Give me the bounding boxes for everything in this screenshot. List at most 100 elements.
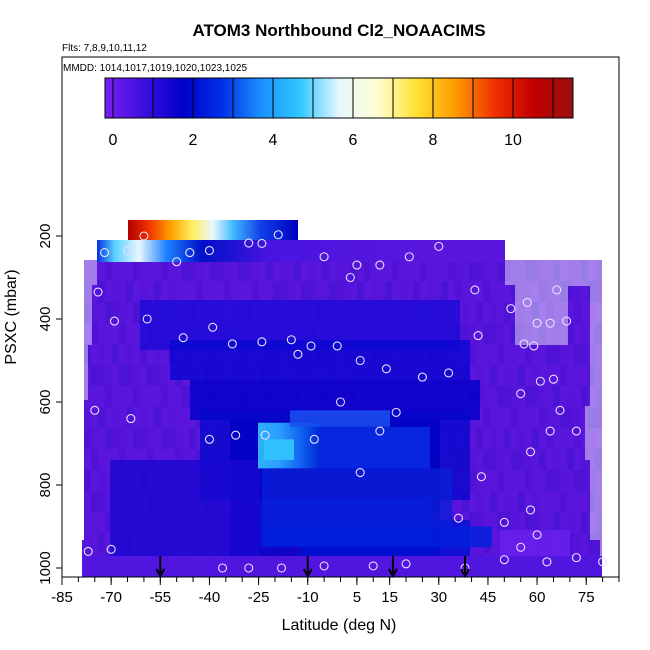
heatmap-cell (539, 470, 546, 491)
heatmap-cell (539, 428, 546, 449)
heatmap-cell (539, 260, 546, 281)
heatmap-cell (378, 281, 385, 302)
heatmap-cell (455, 281, 462, 302)
heatmap-cell (574, 281, 581, 302)
heatmap-cell (532, 323, 539, 344)
heatmap-cell (175, 260, 182, 281)
heatmap-cell (518, 428, 525, 449)
heatmap-cell (462, 323, 469, 344)
heatmap-cell (553, 281, 560, 302)
heatmap-cell (462, 260, 469, 281)
measurement-point (375, 260, 385, 270)
heatmap-cell (504, 407, 511, 428)
heatmap-cell (420, 281, 427, 302)
heatmap-cell (413, 260, 420, 281)
measurement-point (142, 314, 152, 324)
heatmap-cell (539, 344, 546, 365)
heatmap-cell (525, 407, 532, 428)
heatmap-cell (546, 512, 553, 533)
heatmap-cell (567, 407, 574, 428)
heatmap-cell (560, 512, 567, 533)
heatmap-cell (126, 428, 133, 449)
heatmap-cell (490, 428, 497, 449)
heatmap-cell (84, 323, 91, 344)
heatmap-cell (490, 302, 497, 323)
heatmap-cell (525, 323, 532, 344)
heatmap-cell (238, 281, 245, 302)
measurement-point (532, 318, 542, 328)
heatmap-cell (91, 470, 98, 491)
heatmap-cell (574, 491, 581, 512)
heatmap-cell (91, 428, 98, 449)
x-tick-label: -10 (297, 589, 319, 606)
heatmap-cell (224, 575, 231, 577)
measurement-point (231, 430, 241, 440)
heatmap-cell (168, 281, 175, 302)
heatmap-cell (133, 344, 140, 365)
measurement-point (227, 339, 237, 349)
y-tick-label: 200 (37, 223, 54, 248)
heatmap-cell (518, 323, 525, 344)
latitude-arrow-head (155, 568, 166, 579)
heatmap-cell (392, 281, 399, 302)
heatmap-cell (182, 260, 189, 281)
heatmap-cell (490, 386, 497, 407)
heatmap-cell (112, 365, 119, 386)
heatmap-cell (546, 407, 553, 428)
heatmap-cell (406, 575, 413, 577)
heatmap-cell (553, 260, 560, 281)
heatmap-cell (504, 260, 511, 281)
heatmap-cell (532, 344, 539, 365)
heatmap-cell (224, 260, 231, 281)
heatmap-cell (399, 575, 406, 577)
heatmap-cell (105, 386, 112, 407)
heatmap-cell (350, 260, 357, 281)
heatmap-cell (182, 281, 189, 302)
heatmap-cell (595, 281, 602, 302)
heatmap-cell (91, 386, 98, 407)
heatmap-cell (560, 260, 567, 281)
heatmap-cell (595, 260, 602, 281)
heatmap-cell (245, 281, 252, 302)
heatmap-cell (560, 407, 567, 428)
heatmap-cell (525, 449, 532, 470)
heatmap-cell (420, 260, 427, 281)
heatmap-cell (126, 323, 133, 344)
heatmap-cell (553, 428, 560, 449)
heatmap-cell (84, 344, 91, 365)
measurement-point (519, 339, 529, 349)
heatmap-cell (217, 281, 224, 302)
latitude-markers (155, 556, 470, 579)
heatmap-cell (238, 575, 245, 577)
heatmap-cell (385, 260, 392, 281)
heatmap-cell (553, 575, 560, 577)
heatmap-cell (399, 260, 406, 281)
heatmap-cell (231, 281, 238, 302)
heatmap-cell (560, 386, 567, 407)
heatmap-cell (168, 386, 175, 407)
heatmap-cell (504, 344, 511, 365)
latitude-arrow-head (388, 568, 398, 579)
heatmap-cell (588, 533, 595, 554)
heatmap-cell (133, 281, 140, 302)
measurement-point (217, 563, 228, 573)
heatmap-cell (336, 260, 343, 281)
heatmap-cell (567, 449, 574, 470)
heatmap-cell (161, 386, 168, 407)
heatmap-cell (567, 512, 574, 533)
heatmap-cell (91, 323, 98, 344)
heatmap-cell (84, 575, 91, 577)
heatmap-cell (588, 281, 595, 302)
heatmap-cell (105, 407, 112, 428)
heatmap-cell (567, 260, 574, 281)
heatmap-cell (84, 281, 91, 302)
heatmap-cell (546, 281, 553, 302)
heatmap-cell (266, 260, 273, 281)
heatmap-cell (112, 323, 119, 344)
heatmap-cell (476, 281, 483, 302)
heatmap-cell (518, 575, 525, 577)
heatmap-cell (504, 323, 511, 344)
heatmap-cell (203, 260, 210, 281)
heatmap-cell (350, 281, 357, 302)
heatmap-cell (504, 302, 511, 323)
